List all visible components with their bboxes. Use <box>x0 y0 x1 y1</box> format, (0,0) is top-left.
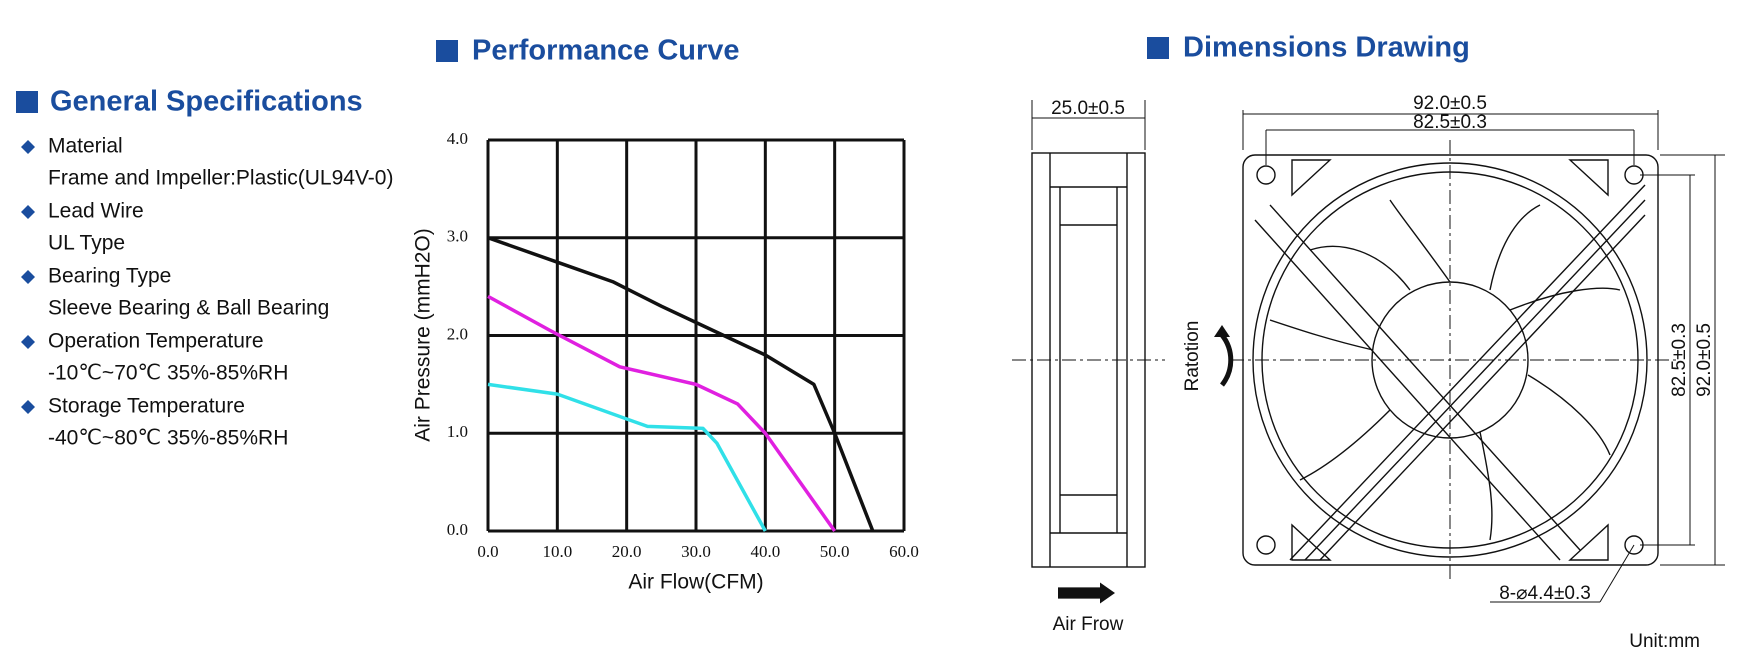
spec-detail: UL Type <box>48 232 125 255</box>
y-tick-label: 3.0 <box>447 227 468 246</box>
holes-dim: 8-⌀4.4±0.3 <box>1499 583 1591 604</box>
spec-label: Material <box>48 135 123 158</box>
y-tick-label: 1.0 <box>447 422 468 441</box>
spec-detail: -10℃~70℃ 35%-85%RH <box>48 362 288 385</box>
x-tick-label: 10.0 <box>542 542 572 561</box>
front-view <box>1214 110 1725 603</box>
bullet <box>21 400 35 414</box>
x-tick-label: 20.0 <box>612 542 642 561</box>
specs-title: General Specifications <box>50 86 363 118</box>
chart-title: Performance Curve <box>472 35 740 67</box>
spec-label: Storage Temperature <box>48 395 245 418</box>
y-tick-label: 4.0 <box>447 129 468 148</box>
y-axis-label: Air Pressure (mmH2O) <box>412 228 435 442</box>
x-tick-label: 60.0 <box>889 542 919 561</box>
side-view <box>1012 100 1165 604</box>
spec-label: Operation Temperature <box>48 330 264 353</box>
x-tick-label: 40.0 <box>750 542 780 561</box>
bullet <box>21 140 35 154</box>
bullet <box>21 270 35 284</box>
x-tick-label: 0.0 <box>477 542 498 561</box>
bullet <box>21 205 35 219</box>
unit-label: Unit:mm <box>1629 631 1700 652</box>
spec-detail: Frame and Impeller:Plastic(UL94V-0) <box>48 167 393 190</box>
spec-label: Lead Wire <box>48 200 144 223</box>
heading-square <box>436 40 458 62</box>
spec-label: Bearing Type <box>48 265 171 288</box>
spec-detail: -40℃~80℃ 35%-85%RH <box>48 427 288 450</box>
x-tick-label: 30.0 <box>681 542 711 561</box>
x-axis-label: Air Flow(CFM) <box>628 571 763 594</box>
x-tick-label: 50.0 <box>820 542 850 561</box>
curve <box>487 236 875 532</box>
height-dim: 92.0±0.5 <box>1694 323 1715 397</box>
airflow-label: Air Frow <box>1053 614 1124 635</box>
hole-span-v-dim: 82.5±0.3 <box>1669 323 1690 397</box>
spec-detail: Sleeve Bearing & Ball Bearing <box>48 297 329 320</box>
y-tick-label: 2.0 <box>447 324 468 343</box>
heading-square <box>1147 37 1169 59</box>
curve <box>487 294 837 533</box>
depth-dim: 25.0±0.5 <box>1051 98 1125 119</box>
heading-square <box>16 91 38 113</box>
curve <box>487 382 767 532</box>
width-dim: 92.0±0.5 <box>1413 93 1487 114</box>
chart: 0.0 1.0 2.0 3.0 4.0 0.0 10.0 20.0 30.0 40.0 50.0 60… <box>447 129 919 561</box>
y-tick-label: 0.0 <box>447 520 468 539</box>
hole-span-dim: 82.5±0.3 <box>1413 112 1487 133</box>
spec-list: Material Frame and Impeller:Plastic(UL94V… <box>21 135 393 450</box>
dimensions-title: Dimensions Drawing <box>1183 32 1470 64</box>
bullet <box>21 335 35 349</box>
rotation-label: Ratotion <box>1182 321 1203 392</box>
